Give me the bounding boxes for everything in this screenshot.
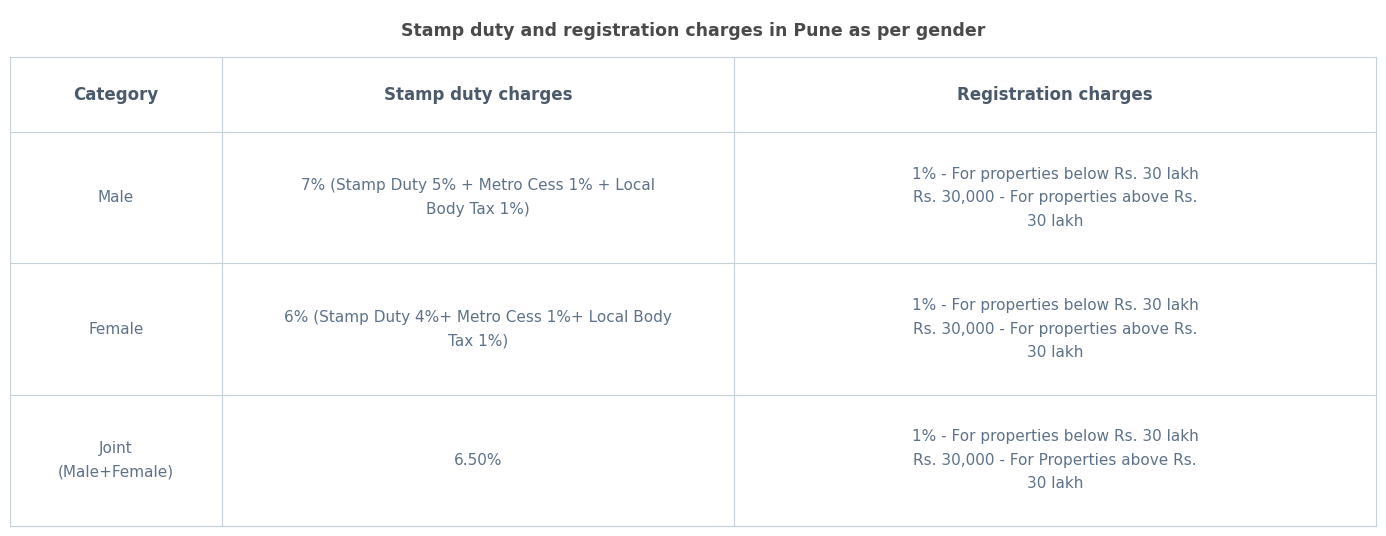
Text: 1% - For properties below Rs. 30 lakh
Rs. 30,000 - For Properties above Rs.
30 l: 1% - For properties below Rs. 30 lakh Rs… [912, 429, 1199, 491]
Text: 6.50%: 6.50% [453, 453, 502, 468]
Text: Stamp duty and registration charges in Pune as per gender: Stamp duty and registration charges in P… [401, 22, 985, 40]
Text: Female: Female [89, 322, 144, 337]
Text: Joint
(Male+Female): Joint (Male+Female) [58, 441, 173, 480]
Text: Category: Category [73, 86, 158, 103]
Text: 7% (Stamp Duty 5% + Metro Cess 1% + Local
Body Tax 1%): 7% (Stamp Duty 5% + Metro Cess 1% + Loca… [301, 178, 654, 217]
Text: Male: Male [98, 190, 134, 205]
Text: 1% - For properties below Rs. 30 lakh
Rs. 30,000 - For properties above Rs.
30 l: 1% - For properties below Rs. 30 lakh Rs… [912, 167, 1199, 228]
Text: Registration charges: Registration charges [958, 86, 1153, 103]
Text: 1% - For properties below Rs. 30 lakh
Rs. 30,000 - For properties above Rs.
30 l: 1% - For properties below Rs. 30 lakh Rs… [912, 298, 1199, 360]
Text: Stamp duty charges: Stamp duty charges [384, 86, 572, 103]
Text: 6% (Stamp Duty 4%+ Metro Cess 1%+ Local Body
Tax 1%): 6% (Stamp Duty 4%+ Metro Cess 1%+ Local … [284, 310, 672, 348]
